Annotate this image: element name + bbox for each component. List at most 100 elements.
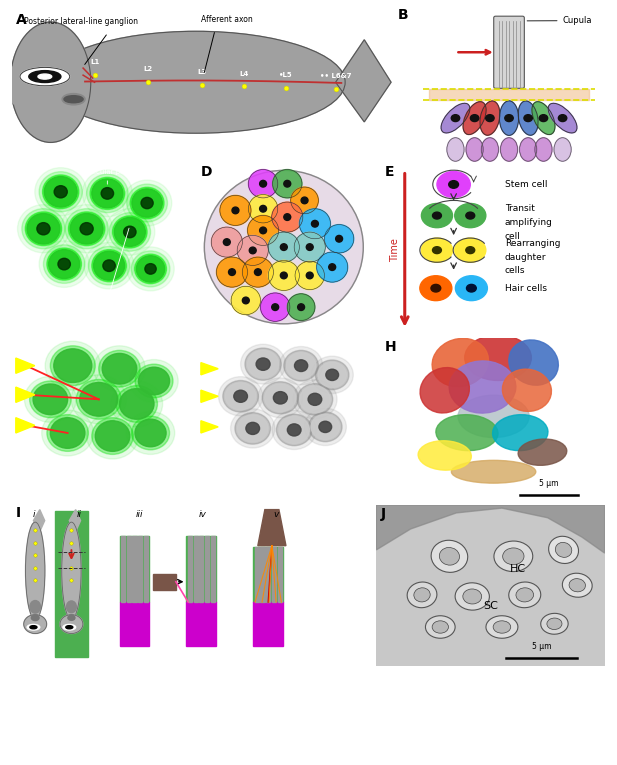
Ellipse shape — [436, 415, 498, 451]
Ellipse shape — [432, 338, 489, 387]
Ellipse shape — [548, 103, 577, 133]
Ellipse shape — [458, 396, 529, 438]
Ellipse shape — [520, 138, 537, 161]
Ellipse shape — [494, 541, 532, 571]
Circle shape — [258, 378, 303, 418]
Bar — [121, 536, 125, 602]
Circle shape — [231, 286, 260, 314]
Circle shape — [29, 70, 61, 83]
Circle shape — [295, 262, 325, 290]
Ellipse shape — [67, 601, 77, 613]
Polygon shape — [376, 505, 605, 553]
Text: 5 μm: 5 μm — [239, 469, 259, 478]
Ellipse shape — [562, 573, 592, 597]
Text: L3: L3 — [197, 69, 206, 75]
Text: amplifying: amplifying — [505, 218, 553, 227]
Circle shape — [25, 212, 62, 246]
Circle shape — [271, 304, 279, 311]
Ellipse shape — [62, 522, 81, 620]
Ellipse shape — [486, 616, 518, 638]
Circle shape — [123, 226, 136, 238]
Circle shape — [421, 238, 452, 262]
Circle shape — [49, 249, 80, 278]
Circle shape — [539, 115, 548, 122]
Circle shape — [421, 203, 452, 228]
Circle shape — [111, 381, 163, 427]
Circle shape — [260, 181, 267, 187]
Circle shape — [95, 421, 130, 451]
Ellipse shape — [447, 138, 464, 161]
Circle shape — [141, 197, 153, 209]
Ellipse shape — [426, 616, 455, 638]
Circle shape — [466, 285, 476, 292]
Bar — [144, 536, 148, 602]
Text: L2: L2 — [144, 67, 152, 73]
Circle shape — [451, 115, 460, 122]
Ellipse shape — [503, 548, 524, 565]
Ellipse shape — [463, 589, 482, 604]
Text: Hair cells: Hair cells — [505, 284, 547, 293]
Circle shape — [246, 422, 260, 435]
Bar — [126, 536, 131, 602]
Circle shape — [312, 220, 318, 227]
Bar — [210, 536, 215, 602]
Circle shape — [329, 264, 336, 271]
Text: Posterior lateral-line ganglion: Posterior lateral-line ganglion — [24, 17, 138, 25]
Bar — [133, 536, 136, 602]
Bar — [199, 536, 204, 602]
Bar — [253, 602, 283, 646]
Circle shape — [120, 389, 154, 419]
Ellipse shape — [455, 583, 489, 610]
Ellipse shape — [480, 101, 500, 135]
Circle shape — [94, 346, 146, 392]
Ellipse shape — [407, 582, 437, 607]
Text: cell: cell — [505, 232, 521, 241]
Circle shape — [280, 272, 288, 278]
Circle shape — [297, 383, 333, 415]
Circle shape — [306, 272, 313, 278]
Circle shape — [308, 393, 321, 405]
Circle shape — [105, 209, 155, 256]
Circle shape — [318, 363, 346, 387]
Text: Cupula: Cupula — [527, 16, 592, 25]
Text: E: E — [385, 165, 394, 180]
Text: i: i — [32, 509, 35, 519]
Ellipse shape — [25, 522, 45, 620]
Circle shape — [449, 181, 458, 188]
Circle shape — [45, 341, 101, 390]
Circle shape — [300, 386, 330, 413]
Circle shape — [247, 350, 279, 378]
Circle shape — [114, 217, 146, 246]
Circle shape — [254, 269, 262, 275]
Circle shape — [249, 194, 278, 223]
Circle shape — [315, 360, 349, 389]
Text: J: J — [381, 506, 386, 520]
Bar — [255, 547, 259, 602]
Circle shape — [238, 415, 268, 442]
Circle shape — [68, 212, 105, 246]
Circle shape — [225, 382, 256, 410]
Ellipse shape — [68, 615, 75, 620]
Circle shape — [211, 227, 242, 257]
Circle shape — [288, 424, 301, 436]
Circle shape — [131, 416, 170, 450]
Bar — [205, 536, 209, 602]
Circle shape — [455, 203, 486, 228]
Circle shape — [126, 412, 175, 454]
Circle shape — [299, 209, 331, 239]
Circle shape — [524, 115, 532, 122]
Circle shape — [245, 348, 281, 380]
Circle shape — [431, 285, 441, 292]
Circle shape — [217, 257, 247, 287]
Polygon shape — [336, 40, 391, 122]
Circle shape — [433, 212, 441, 219]
Bar — [194, 536, 198, 602]
Circle shape — [88, 246, 130, 285]
Ellipse shape — [540, 614, 568, 634]
Text: Transit: Transit — [505, 204, 534, 213]
Circle shape — [92, 418, 133, 454]
Ellipse shape — [493, 621, 511, 633]
Circle shape — [92, 179, 123, 208]
Bar — [278, 547, 282, 602]
Ellipse shape — [518, 101, 538, 135]
